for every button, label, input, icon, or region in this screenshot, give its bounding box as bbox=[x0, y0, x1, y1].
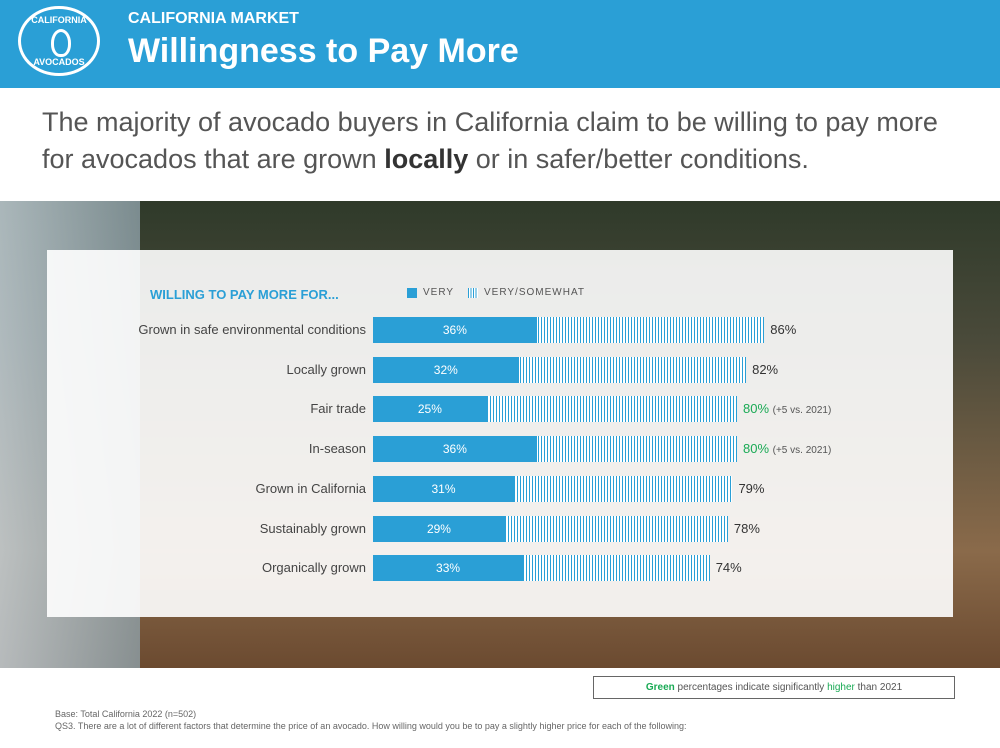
bar-very-label: 36% bbox=[442, 442, 467, 457]
header-banner: CALIFORNIA AVOCADOS CALIFORNIA MARKET Wi… bbox=[0, 0, 1000, 88]
note-text: percentages indicate significantly bbox=[674, 682, 828, 693]
california-avocados-logo: CALIFORNIA AVOCADOS bbox=[18, 6, 100, 76]
bar-row: In-season 36% 80% (+5 vs. 2021) bbox=[0, 436, 1000, 463]
significance-note: Green percentages indicate significantly… bbox=[593, 676, 955, 699]
total-value-label: 80% (+5 vs. 2021) bbox=[743, 441, 832, 457]
logo-text-bottom: AVOCADOS bbox=[33, 57, 85, 67]
lead-text: The majority of avocado buyers in Califo… bbox=[42, 104, 972, 178]
bar-very: 36% bbox=[373, 317, 537, 343]
category-label: Locally grown bbox=[286, 361, 367, 377]
category-label: In-season bbox=[308, 441, 366, 457]
total-value-label: 80% (+5 vs. 2021) bbox=[743, 401, 832, 417]
note-green: Green bbox=[645, 682, 675, 693]
bar-very: 31% bbox=[373, 475, 515, 502]
total-value-label: 82% bbox=[752, 361, 779, 377]
lead-part: The majority of avocado buyers in Califo… bbox=[42, 107, 938, 174]
section-kicker: CALIFORNIA MARKET bbox=[128, 10, 299, 27]
lead-part: or in safer/better conditions. bbox=[468, 144, 809, 174]
total-value-label: 78% bbox=[733, 520, 760, 536]
question-note: QS3. There are a lot of different factor… bbox=[55, 721, 687, 731]
bar-row: Organically grown 33% 74% bbox=[0, 555, 1000, 582]
legend-label: VERY bbox=[423, 287, 455, 298]
legend-very-somewhat: VERY/SOMEWHAT bbox=[468, 287, 585, 298]
category-label: Fair trade bbox=[310, 401, 366, 417]
base-note: Base: Total California 2022 (n=502) bbox=[55, 709, 197, 719]
total-value-label: 79% bbox=[738, 480, 765, 496]
legend-label: VERY/SOMEWHAT bbox=[484, 287, 585, 298]
legend-very: VERY bbox=[407, 287, 454, 298]
avocado-icon bbox=[51, 29, 71, 57]
category-label: Grown in California bbox=[255, 480, 366, 496]
bar-row: Grown in safe environmental conditions 3… bbox=[0, 317, 1000, 343]
bar-very-label: 25% bbox=[417, 402, 442, 417]
category-label: Organically grown bbox=[261, 560, 366, 576]
bar-row: Fair trade 25% 80% (+5 vs. 2021) bbox=[0, 396, 1000, 423]
chart-title: WILLING TO PAY MORE FOR... bbox=[150, 287, 339, 302]
lead-bold: locally bbox=[384, 144, 469, 174]
bar-very-label: 29% bbox=[426, 521, 451, 536]
change-note: (+5 vs. 2021) bbox=[772, 445, 832, 457]
bar-very-label: 36% bbox=[442, 323, 467, 337]
change-note: (+5 vs. 2021) bbox=[772, 405, 832, 417]
bar-row: Sustainably grown 29% 78% bbox=[0, 515, 1000, 542]
total-value-label: 74% bbox=[715, 560, 742, 576]
bar-very-label: 32% bbox=[433, 362, 458, 377]
bar-very: 25% bbox=[373, 396, 487, 423]
bar-very-label: 31% bbox=[431, 481, 456, 496]
bar-very: 29% bbox=[373, 515, 505, 542]
bar-very: 36% bbox=[373, 436, 537, 463]
bar-row: Grown in California 31% 79% bbox=[0, 475, 1000, 502]
category-label: Sustainably grown bbox=[259, 520, 366, 536]
legend-swatch-hatched bbox=[468, 287, 478, 298]
bar-row: Locally grown 32% 82% bbox=[0, 356, 1000, 383]
note-text: than 2021 bbox=[854, 682, 903, 693]
bar-very: 33% bbox=[373, 555, 524, 582]
logo-text-top: CALIFORNIA bbox=[31, 15, 87, 25]
bar-very: 32% bbox=[373, 356, 519, 383]
bar-very-label: 33% bbox=[436, 561, 461, 576]
category-label: Grown in safe environmental conditions bbox=[138, 322, 366, 337]
total-value-label: 86% bbox=[770, 322, 797, 337]
note-higher: higher bbox=[827, 682, 855, 693]
footnote: Base: Total California 2022 (n=502) QS3.… bbox=[55, 708, 687, 732]
page-title: Willingness to Pay More bbox=[128, 32, 519, 70]
legend-swatch-solid bbox=[407, 287, 417, 298]
